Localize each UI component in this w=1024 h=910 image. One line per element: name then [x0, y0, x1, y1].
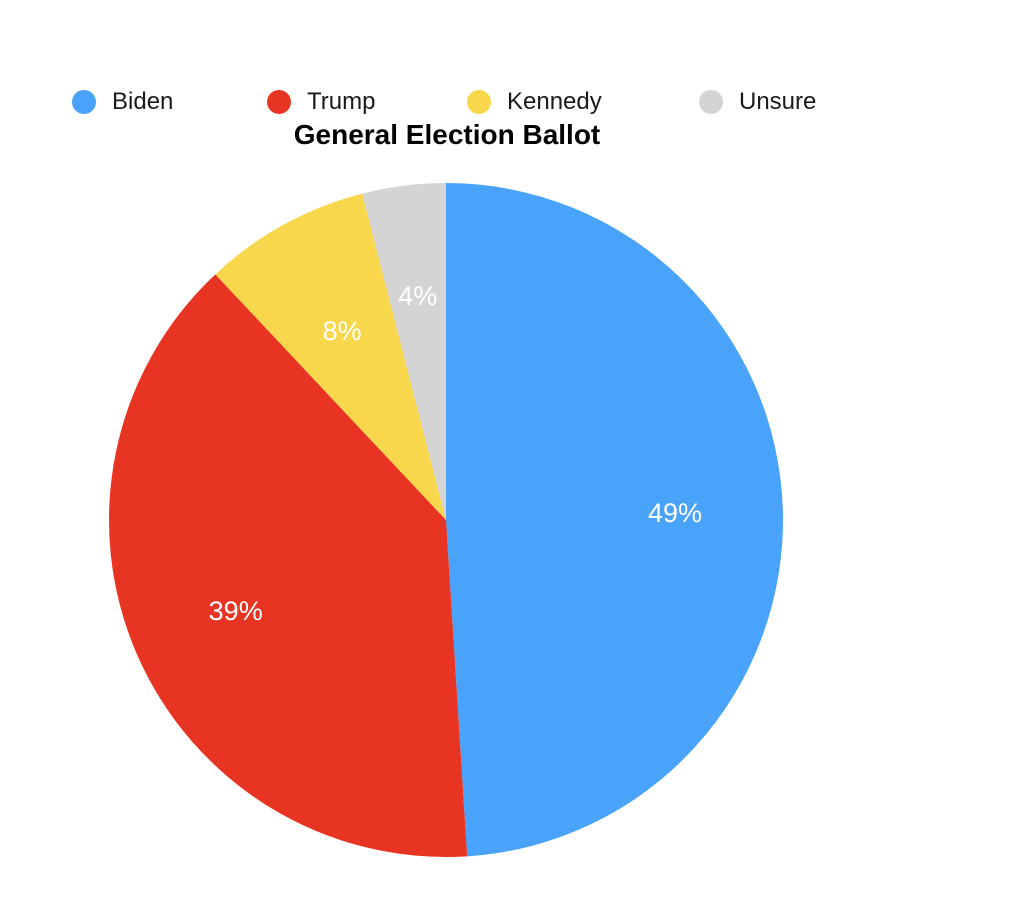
slice-label-trump: 39% [209, 596, 263, 626]
slice-label-unsure: 4% [398, 281, 437, 311]
legend-swatch-kennedy [467, 90, 491, 114]
legend-swatch-trump [267, 90, 291, 114]
legend-label-trump: Trump [307, 88, 376, 115]
legend-item-trump[interactable]: Trump [267, 86, 375, 118]
pie-slice-unsure[interactable] [362, 183, 446, 520]
legend-swatch-unsure [699, 90, 723, 114]
legend-label-kennedy: Kennedy [507, 88, 602, 115]
slice-label-biden: 49% [648, 498, 702, 528]
legend-label-biden: Biden [112, 88, 174, 115]
pie-slice-trump[interactable] [108, 274, 468, 857]
pie-slice-biden[interactable] [446, 183, 784, 857]
legend-item-unsure[interactable]: Unsure [699, 86, 816, 118]
legend-item-kennedy[interactable]: Kennedy [467, 86, 602, 118]
slice-label-kennedy: 8% [323, 316, 362, 346]
chart-legend: Biden Trump Kennedy Unsure [0, 86, 1024, 118]
legend-swatch-biden [72, 90, 96, 114]
legend-item-biden[interactable]: Biden [72, 86, 173, 118]
pie-slice-kennedy[interactable] [215, 193, 446, 521]
chart-title: General Election Ballot [293, 119, 601, 150]
legend-label-unsure: Unsure [739, 88, 817, 115]
